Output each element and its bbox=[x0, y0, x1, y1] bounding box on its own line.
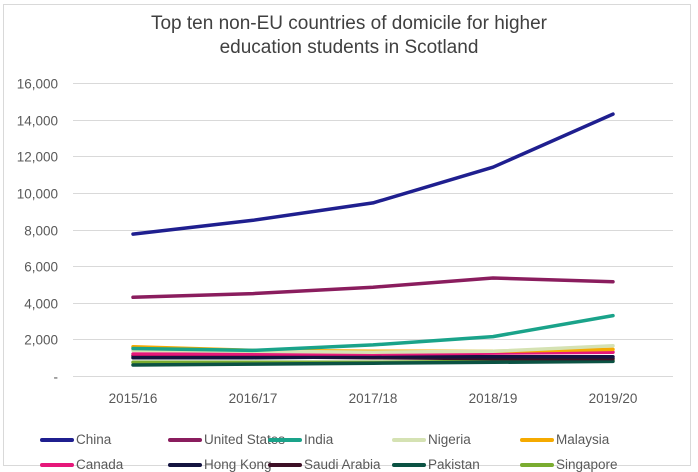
legend-swatch bbox=[168, 437, 202, 442]
legend-label: China bbox=[76, 432, 112, 447]
y-tick-label: 8,000 bbox=[24, 224, 58, 239]
series-line-united-states bbox=[131, 276, 615, 300]
x-tick-label: 2019/20 bbox=[589, 391, 638, 406]
series-line-china bbox=[131, 112, 615, 236]
legend-item-india: India bbox=[268, 432, 333, 447]
y-tick-label: 12,000 bbox=[17, 150, 58, 165]
legend-swatch bbox=[392, 437, 426, 442]
series-line-hong-kong bbox=[131, 355, 615, 360]
chart-title: Top ten non-EU countries of domicile for… bbox=[0, 12, 698, 60]
legend-label: Singapore bbox=[556, 457, 618, 472]
y-tick-label: 2,000 bbox=[24, 333, 58, 348]
legend-swatch bbox=[40, 437, 74, 442]
legend-item-united-states: United States bbox=[168, 432, 285, 447]
legend-swatch bbox=[268, 437, 302, 442]
legend-swatch bbox=[520, 437, 554, 442]
legend-label: Canada bbox=[76, 457, 124, 472]
legend-label: India bbox=[304, 432, 334, 447]
y-tick-label: 6,000 bbox=[24, 260, 58, 275]
chart-title-line-1: Top ten non-EU countries of domicile for… bbox=[150, 13, 548, 34]
x-tick-label: 2016/17 bbox=[229, 391, 278, 406]
legend-swatch bbox=[168, 462, 202, 467]
legend-label: Malaysia bbox=[556, 432, 610, 447]
legend-item-malaysia: Malaysia bbox=[520, 432, 609, 447]
legend-label: Saudi Arabia bbox=[304, 457, 381, 472]
legend-label: Nigeria bbox=[428, 432, 471, 447]
series-line-canada bbox=[131, 350, 615, 356]
legend-item-singapore: Singapore bbox=[520, 457, 618, 472]
y-tick-label: 10,000 bbox=[17, 187, 58, 202]
legend-item-canada: Canada bbox=[40, 457, 123, 472]
legend-swatch bbox=[40, 462, 74, 467]
legend-swatch bbox=[268, 462, 302, 467]
chart-title-line-2: education students in Scotland bbox=[219, 37, 479, 58]
legend-label: Pakistan bbox=[428, 457, 480, 472]
x-tick-label: 2015/16 bbox=[109, 391, 158, 406]
legend-swatch bbox=[520, 462, 554, 467]
legend-swatch bbox=[392, 462, 426, 467]
legend-item-hong-kong: Hong Kong bbox=[168, 457, 272, 472]
legend-label: United States bbox=[204, 432, 286, 447]
legend-item-saudi-arabia: Saudi Arabia bbox=[268, 457, 381, 472]
legend-label: Hong Kong bbox=[204, 457, 272, 472]
y-tick-label: 4,000 bbox=[24, 297, 58, 312]
x-tick-label: 2018/19 bbox=[469, 391, 518, 406]
series-line-pakistan bbox=[131, 359, 615, 367]
legend-item-pakistan: Pakistan bbox=[392, 457, 480, 472]
y-tick-label: 14,000 bbox=[17, 114, 58, 129]
chart-frame bbox=[3, 4, 691, 466]
legend-item-nigeria: Nigeria bbox=[392, 432, 471, 447]
y-tick-label: 16,000 bbox=[17, 77, 58, 92]
series-line-india bbox=[131, 313, 615, 353]
x-tick-label: 2017/18 bbox=[349, 391, 398, 406]
y-tick-label: - bbox=[54, 370, 59, 385]
legend-item-china: China bbox=[40, 432, 111, 447]
